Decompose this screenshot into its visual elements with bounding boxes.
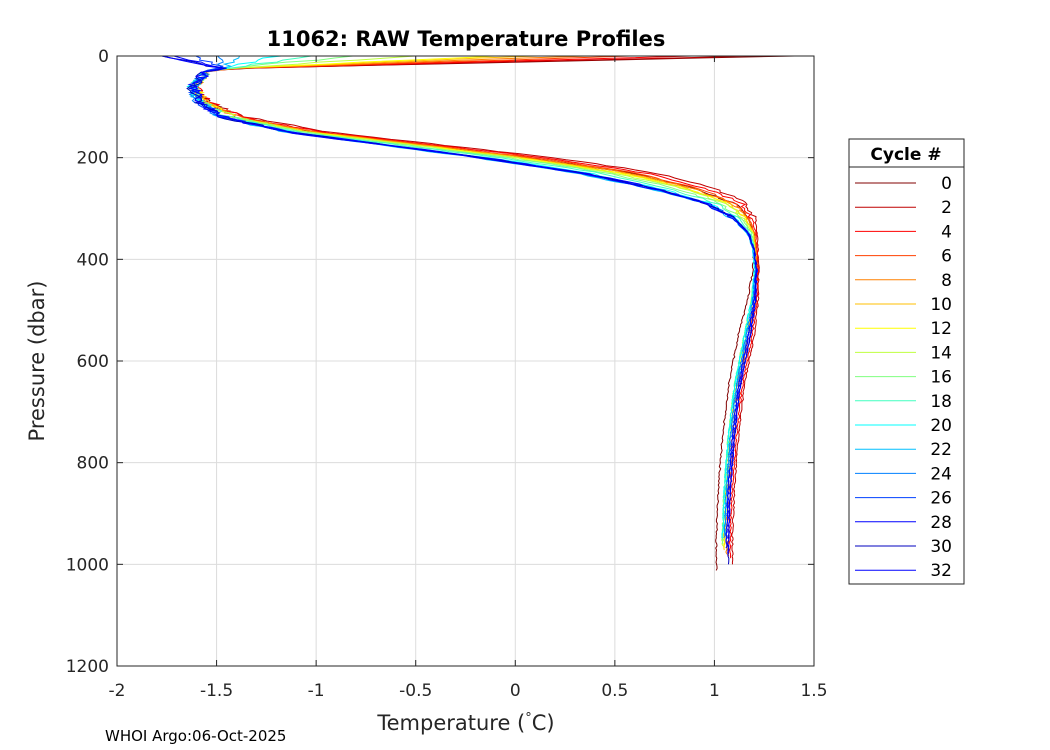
legend-label-cycle-20: 20 <box>930 416 952 436</box>
y-tick-label: 0 <box>98 47 109 67</box>
x-axis-label-unit: C) <box>532 711 555 735</box>
legend-label-cycle-28: 28 <box>930 513 952 533</box>
chart-title: 11062: RAW Temperature Profiles <box>267 27 666 51</box>
axis-ticks: -2 -1.5 -1 -0.5 0 0.5 1 1.5 0 200 400 600 800 1000 120… <box>66 47 828 701</box>
legend-title: Cycle # <box>870 145 941 165</box>
legend-label-cycle-8: 8 <box>941 271 952 291</box>
legend-label-cycle-10: 10 <box>930 295 952 315</box>
legend-label-cycle-18: 18 <box>930 392 952 412</box>
y-tick-label: 800 <box>77 454 109 474</box>
legend-label-cycle-2: 2 <box>941 198 952 218</box>
legend-label-cycle-16: 16 <box>930 368 952 388</box>
legend-box <box>848 138 965 585</box>
legend-label-cycle-32: 32 <box>930 561 952 581</box>
y-axis-label: Pressure (dbar) <box>25 281 49 442</box>
legend-label-cycle-4: 4 <box>941 222 952 242</box>
legend-label-cycle-30: 30 <box>930 537 952 557</box>
legend-label-cycle-14: 14 <box>930 343 952 363</box>
x-tick-label: 1 <box>709 681 720 701</box>
y-tick-label: 600 <box>77 352 109 372</box>
x-tick-label: -1 <box>308 681 325 701</box>
x-tick-label: -2 <box>109 681 126 701</box>
y-tick-label: 400 <box>77 250 109 270</box>
x-axis-label: Temperature (°C) <box>376 711 554 735</box>
degree-symbol: ° <box>525 711 532 726</box>
x-tick-label: 0.5 <box>601 681 628 701</box>
profile-line-cycle-2 <box>190 55 760 565</box>
x-tick-label: -1.5 <box>200 681 233 701</box>
profile-line-cycle-28 <box>173 55 758 549</box>
y-tick-label: 1000 <box>66 555 109 575</box>
profile-line-cycle-32 <box>161 55 758 555</box>
x-tick-label: -0.5 <box>399 681 432 701</box>
legend-label-cycle-26: 26 <box>930 489 952 509</box>
y-tick-label: 1200 <box>66 657 109 677</box>
legend-label-cycle-0: 0 <box>941 174 952 194</box>
y-tick-label: 200 <box>77 149 109 169</box>
legend-label-cycle-6: 6 <box>941 247 952 267</box>
legend-label-cycle-12: 12 <box>930 319 952 339</box>
x-axis-label-part: Temperature ( <box>376 711 525 735</box>
legend-label-cycle-22: 22 <box>930 440 952 460</box>
series-lines <box>161 55 795 571</box>
profile-line-cycle-4 <box>194 55 760 559</box>
x-tick-label: 0 <box>510 681 521 701</box>
legend-label-cycle-24: 24 <box>930 464 952 484</box>
footer-credit: WHOI Argo:06-Oct-2025 <box>105 727 286 745</box>
x-tick-label: 1.5 <box>800 681 827 701</box>
